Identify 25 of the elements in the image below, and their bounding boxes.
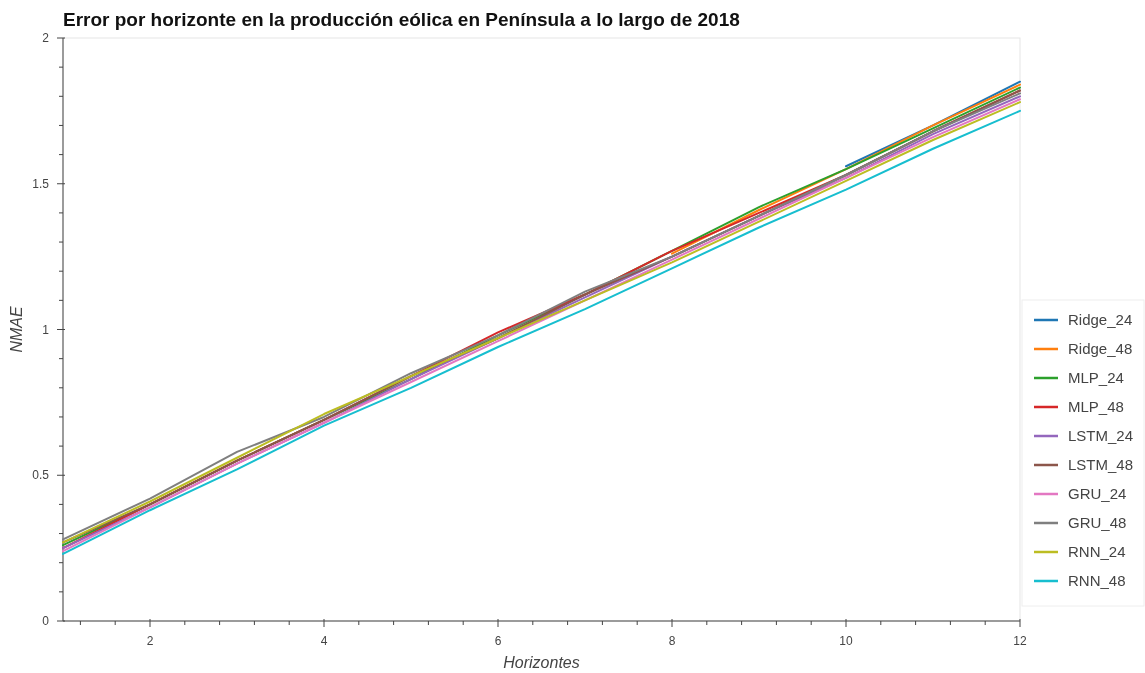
x-tick-label: 4 [320, 634, 328, 648]
legend-label: Ridge_24 [1068, 311, 1133, 329]
y-tick-label: 0.5 [32, 468, 50, 483]
line-series [671, 83, 1021, 255]
y-tick-label: 1 [42, 322, 50, 337]
x-tick-label: 2 [146, 634, 154, 648]
legend-label: MLP_24 [1068, 369, 1124, 387]
y-tick-label: 2 [42, 31, 50, 46]
x-tick-label: 8 [668, 634, 676, 648]
chart-title: Error por horizonte en la producción eólica en Península a lo largo de 2018 [63, 9, 740, 30]
x-tick-label: 10 [839, 634, 853, 648]
y-tick-label: 0 [42, 614, 50, 629]
x-axis-title: Horizontes [503, 654, 580, 671]
y-axis-title: NMAE [8, 306, 25, 353]
x-tick-label: 12 [1013, 634, 1027, 648]
y-tick-label: 1.5 [32, 176, 50, 191]
legend-label: Ridge_48 [1068, 340, 1133, 358]
legend-label: RNN_24 [1068, 543, 1126, 561]
legend-label: LSTM_24 [1068, 427, 1134, 445]
legend-label: GRU_48 [1068, 514, 1127, 532]
legend-label: LSTM_48 [1068, 456, 1134, 474]
legend-label: MLP_48 [1068, 398, 1124, 416]
legend-label: RNN_48 [1068, 572, 1126, 590]
x-tick-label: 6 [494, 634, 502, 648]
legend-label: GRU_24 [1068, 485, 1127, 503]
